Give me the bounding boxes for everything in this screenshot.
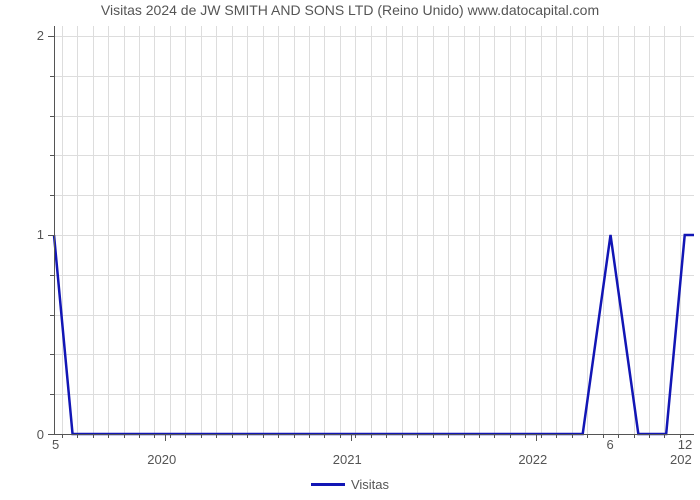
x-minor-tick-mark xyxy=(355,434,356,438)
x-axis-line xyxy=(54,434,694,435)
x-minor-tick-mark xyxy=(433,434,434,438)
x-minor-tick-mark xyxy=(263,434,264,438)
below-axis-label-right-c: 202 xyxy=(670,452,692,467)
legend-label: Visitas xyxy=(351,477,389,492)
plot-area xyxy=(54,26,694,434)
x-minor-tick-mark xyxy=(340,434,341,438)
x-minor-tick-mark xyxy=(618,434,619,438)
y-minor-tick-mark xyxy=(50,116,54,117)
x-minor-tick-mark xyxy=(634,434,635,438)
x-minor-tick-mark xyxy=(572,434,573,438)
x-minor-tick-mark xyxy=(247,434,248,438)
x-minor-tick-mark xyxy=(448,434,449,438)
chart-title: Visitas 2024 de JW SMITH AND SONS LTD (R… xyxy=(0,2,700,18)
y-minor-tick-mark xyxy=(50,394,54,395)
y-tick-label: 2 xyxy=(37,28,44,43)
y-tick-label: 0 xyxy=(37,427,44,442)
x-tick-mark xyxy=(351,434,352,441)
x-minor-tick-mark xyxy=(464,434,465,438)
legend-swatch xyxy=(311,483,345,486)
x-tick-label: 2022 xyxy=(518,452,547,467)
x-minor-tick-mark xyxy=(154,434,155,438)
x-minor-tick-mark xyxy=(402,434,403,438)
x-minor-tick-mark xyxy=(93,434,94,438)
series-line xyxy=(54,26,694,434)
x-minor-tick-mark xyxy=(216,434,217,438)
below-axis-label-right-b: 12 xyxy=(678,437,692,452)
x-minor-tick-mark xyxy=(587,434,588,438)
x-minor-tick-mark xyxy=(139,434,140,438)
y-minor-tick-mark xyxy=(50,315,54,316)
x-minor-tick-mark xyxy=(124,434,125,438)
y-minor-tick-mark xyxy=(50,275,54,276)
x-minor-tick-mark xyxy=(386,434,387,438)
y-minor-tick-mark xyxy=(50,354,54,355)
y-tick-label: 1 xyxy=(37,227,44,242)
x-minor-tick-mark xyxy=(664,434,665,438)
x-minor-tick-mark xyxy=(201,434,202,438)
x-minor-tick-mark xyxy=(309,434,310,438)
below-axis-label-left: 5 xyxy=(52,437,59,452)
x-minor-tick-mark xyxy=(510,434,511,438)
x-tick-mark xyxy=(536,434,537,441)
x-minor-tick-mark xyxy=(278,434,279,438)
y-tick-mark xyxy=(48,434,54,435)
x-minor-tick-mark xyxy=(232,434,233,438)
series-polyline xyxy=(54,235,694,434)
legend: Visitas xyxy=(0,474,700,492)
y-tick-mark xyxy=(48,36,54,37)
below-axis-label-right-a: 6 xyxy=(607,437,614,452)
x-minor-tick-mark xyxy=(185,434,186,438)
x-tick-mark xyxy=(165,434,166,441)
x-minor-tick-mark xyxy=(62,434,63,438)
x-minor-tick-mark xyxy=(324,434,325,438)
x-tick-label: 2021 xyxy=(333,452,362,467)
x-minor-tick-mark xyxy=(77,434,78,438)
x-minor-tick-mark xyxy=(170,434,171,438)
x-minor-tick-mark xyxy=(371,434,372,438)
x-minor-tick-mark xyxy=(603,434,604,438)
y-axis-line xyxy=(54,26,55,434)
x-minor-tick-mark xyxy=(417,434,418,438)
x-minor-tick-mark xyxy=(649,434,650,438)
x-minor-tick-mark xyxy=(479,434,480,438)
x-minor-tick-mark xyxy=(556,434,557,438)
x-minor-tick-mark xyxy=(525,434,526,438)
y-minor-tick-mark xyxy=(50,155,54,156)
x-minor-tick-mark xyxy=(541,434,542,438)
y-minor-tick-mark xyxy=(50,195,54,196)
x-minor-tick-mark xyxy=(294,434,295,438)
y-tick-mark xyxy=(48,235,54,236)
x-minor-tick-mark xyxy=(494,434,495,438)
x-minor-tick-mark xyxy=(108,434,109,438)
y-minor-tick-mark xyxy=(50,76,54,77)
x-tick-label: 2020 xyxy=(147,452,176,467)
chart-container: Visitas 2024 de JW SMITH AND SONS LTD (R… xyxy=(0,0,700,500)
legend-item-visitas: Visitas xyxy=(311,477,389,492)
